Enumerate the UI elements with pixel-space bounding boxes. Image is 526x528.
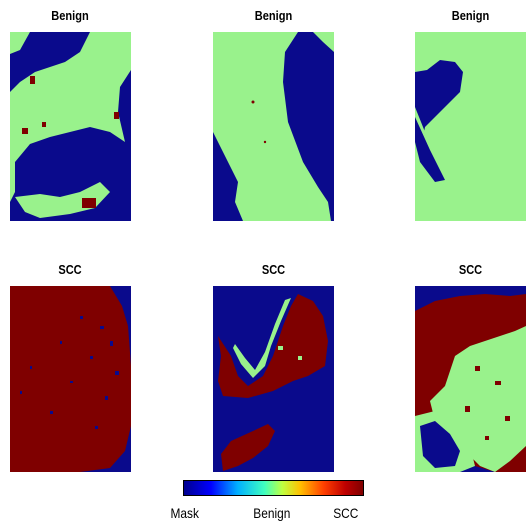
panel-title: SCC	[261, 262, 286, 277]
colorbar-label-benign: Benign	[253, 505, 291, 521]
panel-title: Benign	[51, 8, 89, 23]
scc-map-2	[213, 286, 334, 472]
benign-map-3	[415, 32, 526, 221]
benign-panel-3: Benign	[415, 8, 526, 221]
colorbar-label-scc: SCC	[333, 505, 359, 521]
colorbar-label-mask: Mask	[170, 505, 199, 521]
panel-title: SCC	[458, 262, 483, 277]
benign-map-1	[10, 32, 131, 221]
benign-map-2	[213, 32, 334, 221]
scc-panel-1: SCC	[10, 262, 131, 472]
panel-title: Benign	[254, 8, 293, 23]
benign-panel-2: Benign	[213, 8, 334, 221]
colorbar	[183, 480, 364, 496]
panel-title: Benign	[451, 8, 490, 23]
benign-panel-1: Benign	[10, 8, 131, 221]
scc-map-1	[10, 286, 131, 472]
scc-map-3	[415, 286, 526, 472]
panel-title: SCC	[58, 262, 82, 277]
scc-panel-3: SCC	[415, 262, 526, 472]
scc-panel-2: SCC	[213, 262, 334, 472]
